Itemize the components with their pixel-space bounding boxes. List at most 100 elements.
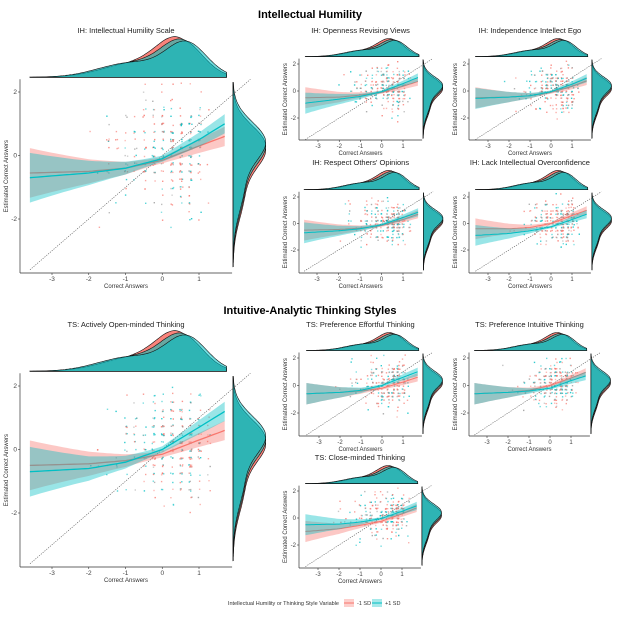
- scatter-point: [555, 193, 557, 195]
- scatter-point: [152, 425, 155, 427]
- scatter-point: [172, 186, 175, 189]
- ci-band-plus-1sd: [304, 208, 419, 244]
- scatter-point: [207, 202, 210, 204]
- scatter-point: [370, 233, 372, 235]
- scatter-point: [562, 84, 564, 86]
- scatter-point: [142, 402, 144, 404]
- scatter-point: [398, 236, 400, 239]
- x-tick-label: 1: [401, 277, 405, 283]
- scatter-point: [380, 545, 382, 547]
- scatter-point: [576, 84, 579, 86]
- scatter-point: [393, 374, 395, 377]
- scatter-point: [530, 94, 532, 96]
- scatter-point: [189, 432, 191, 435]
- scatter-point: [162, 456, 164, 459]
- scatter-point: [546, 220, 549, 222]
- scatter-point: [402, 372, 404, 374]
- scatter-point: [360, 236, 363, 239]
- scatter-point: [188, 211, 190, 213]
- scatter-point: [524, 392, 527, 394]
- scatter-point: [561, 90, 564, 92]
- scatter-point: [380, 511, 383, 514]
- scatter-point: [151, 442, 153, 445]
- scatter-point: [530, 98, 532, 100]
- top-density-plus-1sd: [306, 334, 420, 351]
- scatter-point: [546, 210, 548, 212]
- top-density-plus-1sd: [29, 40, 227, 78]
- x-tick-label: 0: [160, 276, 164, 283]
- scatter-point: [561, 104, 564, 106]
- scatter-point: [171, 131, 173, 133]
- x-tick-label: -3: [49, 276, 55, 283]
- scatter-point: [134, 418, 137, 420]
- scatter-point: [371, 372, 373, 374]
- scatter-point: [170, 154, 173, 156]
- scatter-point: [567, 240, 569, 242]
- scatter-point: [179, 186, 181, 188]
- scatter-point: [556, 361, 558, 364]
- scatter-point: [392, 207, 394, 209]
- ci-band-plus-1sd: [29, 114, 225, 203]
- scatter-point: [399, 395, 401, 397]
- scatter-point: [560, 193, 562, 195]
- scatter-point: [172, 171, 174, 174]
- scatter-point: [396, 375, 398, 377]
- scatter-point: [560, 233, 563, 235]
- scatter-point: [397, 392, 400, 394]
- scatter-point: [377, 239, 379, 241]
- scatter-point: [393, 378, 395, 381]
- y-tick-label: -2: [291, 116, 297, 122]
- scatter-point: [555, 368, 557, 370]
- scatter-point: [191, 155, 193, 157]
- scatter-point: [369, 501, 371, 503]
- scatter-point: [383, 107, 385, 110]
- scatter-point: [546, 87, 548, 90]
- scatter-point: [207, 424, 209, 427]
- scatter-point: [161, 188, 163, 190]
- panel-1: IH: Intellectual Humility Scale-3 -2 -1 0 12…: [4, 26, 267, 290]
- y-tick-label: 0: [463, 222, 467, 228]
- scatter-point: [370, 98, 372, 100]
- scatter-point: [359, 87, 362, 89]
- scatter-point: [189, 433, 192, 436]
- scatter-point: [530, 74, 533, 76]
- scatter-point: [555, 223, 557, 225]
- scatter-point: [153, 123, 156, 125]
- scatter-point: [375, 207, 377, 209]
- scatter-point: [375, 534, 377, 536]
- scatter-point: [405, 525, 408, 527]
- scatter-point: [401, 223, 404, 225]
- scatter-point: [391, 531, 393, 533]
- y-tick-label: 2: [463, 195, 467, 201]
- scatter-point: [398, 213, 400, 216]
- scatter-point: [577, 381, 579, 384]
- scatter-point: [371, 392, 373, 394]
- scatter-point: [566, 382, 568, 384]
- scatter-point: [387, 229, 389, 232]
- scatter-point: [386, 197, 389, 199]
- scatter-point: [534, 381, 536, 384]
- panel-title: IH: Lack Intellectual Overconfidence: [470, 158, 590, 167]
- scatter-point: [180, 147, 182, 149]
- scatter-point: [371, 216, 373, 218]
- scatter-point: [388, 395, 391, 397]
- scatter-point: [200, 450, 202, 452]
- scatter-point: [170, 99, 172, 102]
- scatter-point: [396, 230, 398, 232]
- scatter-point: [534, 382, 536, 384]
- y-tick-label: 0: [293, 222, 297, 228]
- scatter-point: [396, 206, 398, 208]
- scatter-point: [565, 104, 568, 106]
- scatter-point: [380, 220, 382, 222]
- scatter-point: [163, 425, 165, 428]
- scatter-point: [401, 388, 404, 390]
- scatter-point: [171, 194, 173, 196]
- scatter-point: [546, 74, 549, 76]
- scatter-point: [560, 236, 562, 239]
- scatter-point: [162, 138, 164, 140]
- scatter-point: [170, 409, 173, 411]
- scatter-point: [351, 358, 353, 360]
- scatter-point: [145, 457, 147, 460]
- scatter-point: [160, 147, 163, 150]
- scatter-point: [381, 398, 383, 401]
